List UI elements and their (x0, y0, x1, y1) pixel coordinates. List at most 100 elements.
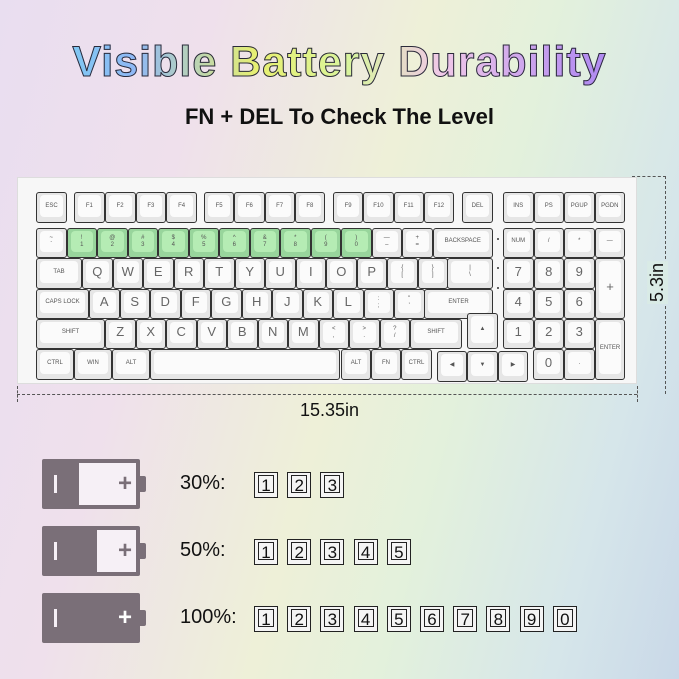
keycap-icon-0: 0 (552, 606, 577, 632)
key-label: 2 (545, 324, 553, 340)
battery-icon: + (42, 593, 146, 643)
key-label: SHIFT (427, 329, 445, 336)
key-label: H (252, 294, 262, 310)
key-label: PGDN (601, 202, 619, 209)
key-label: T (215, 263, 224, 279)
key-8: 8 (533, 258, 564, 289)
key-s: S (119, 289, 150, 319)
key-7: 7 (503, 258, 534, 289)
key-r: R (173, 258, 204, 289)
key-label: # 3 (141, 234, 145, 248)
keycap-icon-2: 2 (287, 606, 312, 632)
key-label: F1 (85, 202, 93, 209)
key-label: J (284, 294, 291, 310)
key-f2: F2 (104, 192, 136, 223)
battery-level-label: 50%: (180, 539, 226, 561)
key-label: ▶ (510, 361, 516, 368)
key-label: | \ (469, 265, 471, 278)
key-label: M (297, 324, 309, 340)
key-label: P (367, 263, 377, 279)
key-label: } ] (431, 265, 434, 278)
key-label: * (578, 238, 581, 245)
key-label: F12 (433, 202, 445, 209)
keycap-icon-7: 7 (453, 606, 478, 632)
key-label: F2 (116, 202, 124, 209)
keycap-icon-4: 4 (353, 606, 378, 632)
key-label: * 8 (293, 234, 297, 248)
key-l: L (333, 289, 364, 319)
key-y: Y (234, 258, 265, 289)
key-label: @ 2 (109, 234, 116, 248)
key-label: TAB (53, 268, 65, 275)
key-f: F (180, 289, 211, 319)
key-f11: F11 (393, 192, 424, 223)
height-label: 5.3in (647, 260, 669, 305)
keycap-icon-5: 5 (386, 539, 411, 565)
key-label: " ' (408, 295, 411, 309)
key-label: PS (544, 202, 553, 209)
key-label: E (153, 263, 163, 279)
key-&-7: & 7 (249, 228, 280, 258)
key-label: < , (331, 325, 336, 339)
key-label: F7 (276, 202, 284, 209)
key-label: B (237, 324, 247, 340)
key-label: BACKSPACE (444, 238, 481, 245)
key-num: NUM (503, 228, 534, 258)
page-title: Visible Battery Durability (0, 38, 679, 87)
key-f4: F4 (166, 192, 197, 223)
key-f1: F1 (74, 192, 105, 223)
key-label: FN (382, 359, 390, 366)
key-label: G (221, 294, 232, 310)
key-label: ▼ (479, 361, 486, 368)
key-f7: F7 (264, 192, 295, 223)
key-a: A (89, 289, 120, 319)
key-!-1: ! 1 (66, 228, 97, 258)
key-g: G (211, 289, 242, 319)
width-tick-right (637, 386, 638, 402)
key-label: 9 (575, 263, 583, 279)
battery-icon: + (42, 526, 146, 576)
key-shift: SHIFT (410, 319, 462, 349)
key-<-,: < , (318, 319, 349, 349)
key-}-]: } ] (417, 258, 448, 289)
key-label: PGUP (570, 202, 588, 209)
key-enter: ENTER (424, 289, 493, 319)
key-)-0: ) 0 (341, 228, 372, 258)
key-label: ▲ (479, 326, 486, 333)
key-3: 3 (564, 319, 595, 349)
key-?-/: ? / (379, 319, 410, 349)
key-0: 0 (533, 349, 564, 380)
keycap-icon-1: 1 (254, 606, 278, 632)
key-d: D (150, 289, 181, 319)
key-~-`: ~ ` (36, 228, 67, 258)
key-label: K (313, 294, 323, 310)
key-*-8: * 8 (280, 228, 311, 258)
key-fn: FN (371, 349, 401, 380)
key-ps: PS (533, 192, 564, 223)
key-label: 7 (514, 263, 522, 279)
key-label: F (191, 294, 200, 310)
key-—: — (594, 228, 625, 258)
key-label: D (160, 294, 170, 310)
key-backspace: BACKSPACE (432, 228, 493, 258)
key-label: 6 (575, 294, 583, 310)
key-label: % 5 (201, 234, 207, 248)
key-%-5: % 5 (188, 228, 219, 258)
key-i: I (295, 258, 326, 289)
key-label: NUM (511, 238, 526, 245)
key-label: L (344, 294, 352, 310)
key-label: ^ 6 (232, 234, 236, 248)
key-label: F10 (373, 202, 384, 209)
width-dimension-line (17, 394, 637, 395)
key-label: CAPS LOCK (45, 299, 80, 306)
key-label: A (99, 294, 109, 310)
key-5: 5 (533, 289, 564, 319)
key-alt: ALT (112, 349, 150, 380)
key-6: 6 (564, 289, 595, 319)
key-n: N (257, 319, 288, 349)
key-z: Z (105, 319, 136, 349)
key-ctrl: CTRL (36, 349, 74, 380)
keyboard-illustration: ESC F1 F2 F3 F4 F5 F6 F7 F8 F9 F10 F11 F12 DEL INS PS PG… (17, 177, 637, 384)
key-f5: F5 (204, 192, 235, 223)
key-p: P (356, 258, 387, 289)
